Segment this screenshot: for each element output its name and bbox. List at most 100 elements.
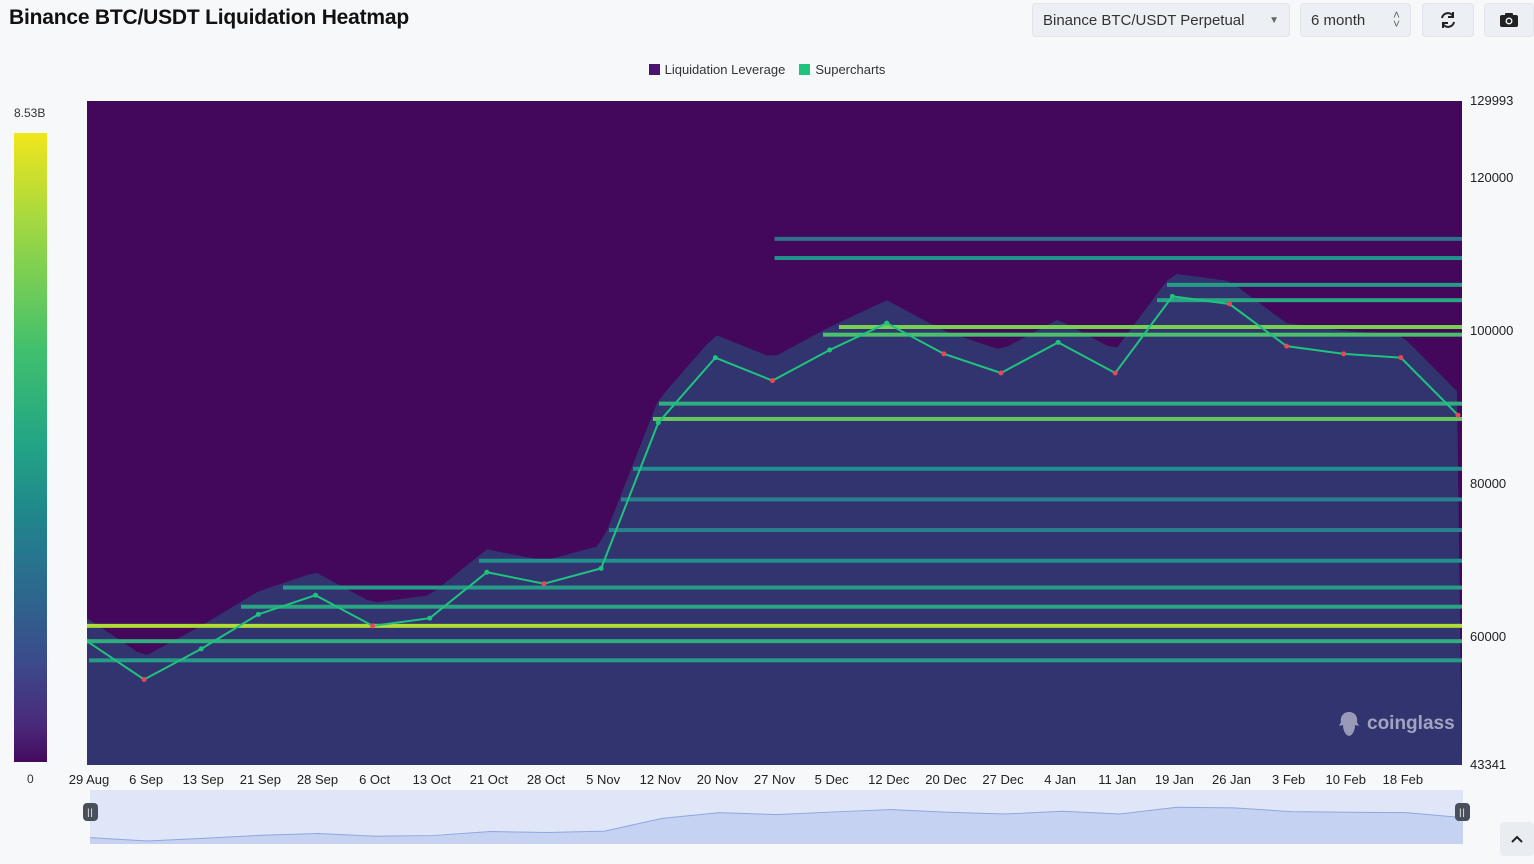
liquidation-band <box>1167 282 1462 287</box>
refresh-icon <box>1441 12 1455 28</box>
x-tick-label: 5 Dec <box>814 772 849 787</box>
price-point <box>484 569 490 575</box>
chevron-up-icon <box>1511 835 1523 843</box>
legend-item-supercharts[interactable]: Supercharts <box>799 62 885 77</box>
price-point <box>941 351 947 357</box>
chart-legend: Liquidation Leverage Supercharts <box>0 62 1534 77</box>
liquidation-band <box>241 604 1462 609</box>
pair-select-value: Binance BTC/USDT Perpetual <box>1043 11 1245 29</box>
price-point <box>141 676 147 682</box>
x-tick-label: 6 Oct <box>359 772 391 787</box>
y-tick-label: 120000 <box>1470 169 1514 185</box>
coinglass-watermark: coinglass <box>1337 710 1455 738</box>
navigator-line <box>89 806 1464 842</box>
liquidation-band <box>87 639 1462 644</box>
scroll-top-button[interactable] <box>1500 822 1534 856</box>
screenshot-button[interactable] <box>1484 3 1534 37</box>
legend-label: Liquidation Leverage <box>664 62 786 77</box>
x-tick-label: 26 Jan <box>1211 772 1252 787</box>
range-select[interactable]: 6 month ˄ ˅ <box>1300 3 1411 37</box>
navigator-left-handle[interactable]: || <box>83 803 98 821</box>
scale-max-label: 8.53B <box>14 106 46 120</box>
price-point <box>655 420 661 426</box>
price-point <box>370 623 376 629</box>
scale-min-label: 0 <box>27 772 34 786</box>
x-tick-label: 13 Sep <box>182 772 224 787</box>
price-point <box>541 581 547 587</box>
liquidation-band <box>653 416 1462 421</box>
y-tick-label: 100000 <box>1470 322 1514 338</box>
legend-swatch <box>799 64 811 75</box>
price-point <box>827 347 833 353</box>
watermark-text: coinglass <box>1367 713 1455 734</box>
price-point <box>1055 339 1061 345</box>
x-tick-label: 27 Nov <box>753 772 796 787</box>
x-tick-label: 5 Nov <box>586 772 621 787</box>
stepper-icon: ˄ ˅ <box>1392 8 1400 31</box>
y-tick-label: 80000 <box>1470 476 1507 492</box>
x-tick-label: 20 Nov <box>696 772 738 787</box>
x-tick-label: 18 Feb <box>1382 772 1424 787</box>
price-point <box>712 355 718 361</box>
price-point <box>598 565 604 571</box>
price-point <box>1341 351 1347 357</box>
page-title: Binance BTC/USDT Liquidation Heatmap <box>9 6 409 29</box>
navigator-right-handle[interactable]: || <box>1455 803 1470 821</box>
liquidation-band <box>87 623 1462 628</box>
range-navigator[interactable] <box>89 790 1464 844</box>
liquidation-band <box>774 236 1462 241</box>
pair-select[interactable]: Binance BTC/USDT Perpetual ▼ <box>1032 3 1290 37</box>
liquidation-density-area <box>87 273 1462 765</box>
navigator-mini-chart <box>89 806 1464 844</box>
x-tick-label: 20 Dec <box>925 772 967 787</box>
price-point <box>1227 301 1232 307</box>
x-tick-label: 19 Jan <box>1154 772 1194 787</box>
x-tick-label: 21 Oct <box>469 772 509 787</box>
price-point <box>198 646 204 652</box>
liquidation-band <box>659 401 1462 406</box>
x-tick-label: 10 Feb <box>1325 772 1366 787</box>
liquidation-band <box>283 585 1462 590</box>
price-point <box>1398 355 1404 361</box>
price-point <box>1112 370 1118 376</box>
liquidation-band <box>89 658 1462 663</box>
x-tick-label: 13 Oct <box>412 772 451 787</box>
liquidation-band <box>1157 298 1462 303</box>
y-tick-label: 43341 <box>1470 757 1507 772</box>
price-point <box>884 320 890 326</box>
price-point <box>313 592 318 598</box>
range-select-value: 6 month <box>1311 11 1366 29</box>
heatmap-svg <box>87 236 1462 765</box>
x-tick-label: 28 Oct <box>526 772 566 787</box>
price-point <box>1284 343 1290 349</box>
price-point <box>1169 293 1175 299</box>
price-point <box>255 611 261 617</box>
legend-item-liquidation-leverage[interactable]: Liquidation Leverage <box>648 62 786 77</box>
y-tick-label: 60000 <box>1470 629 1507 645</box>
caret-down-icon: ▼ <box>1269 14 1279 26</box>
price-point <box>998 370 1004 376</box>
refresh-button[interactable] <box>1422 3 1474 37</box>
x-tick-label: 4 Jan <box>1044 772 1077 787</box>
coinglass-logo-icon <box>1339 712 1359 736</box>
navigator-area <box>90 807 1463 844</box>
price-point <box>1455 412 1461 418</box>
x-tick-label: 3 Feb <box>1272 772 1306 787</box>
x-tick-label: 11 Jan <box>1098 772 1137 787</box>
x-tick-label: 12 Nov <box>639 772 681 787</box>
price-point <box>770 378 775 384</box>
liquidation-band <box>774 256 1462 261</box>
liquidation-band <box>823 332 1462 337</box>
liquidation-band <box>609 528 1462 533</box>
x-tick-label: 21 Sep <box>239 772 281 787</box>
heatmap-plot[interactable] <box>87 101 1462 765</box>
legend-swatch <box>648 64 660 75</box>
liquidation-band <box>633 466 1462 471</box>
liquidation-band <box>479 558 1462 563</box>
price-point <box>427 615 433 621</box>
x-tick-label: 27 Dec <box>982 772 1024 787</box>
y-tick-label: 129993 <box>1470 93 1514 108</box>
price-point <box>87 638 90 644</box>
x-tick-label: 28 Sep <box>296 772 339 787</box>
x-tick-label: 29 Aug <box>68 772 110 787</box>
